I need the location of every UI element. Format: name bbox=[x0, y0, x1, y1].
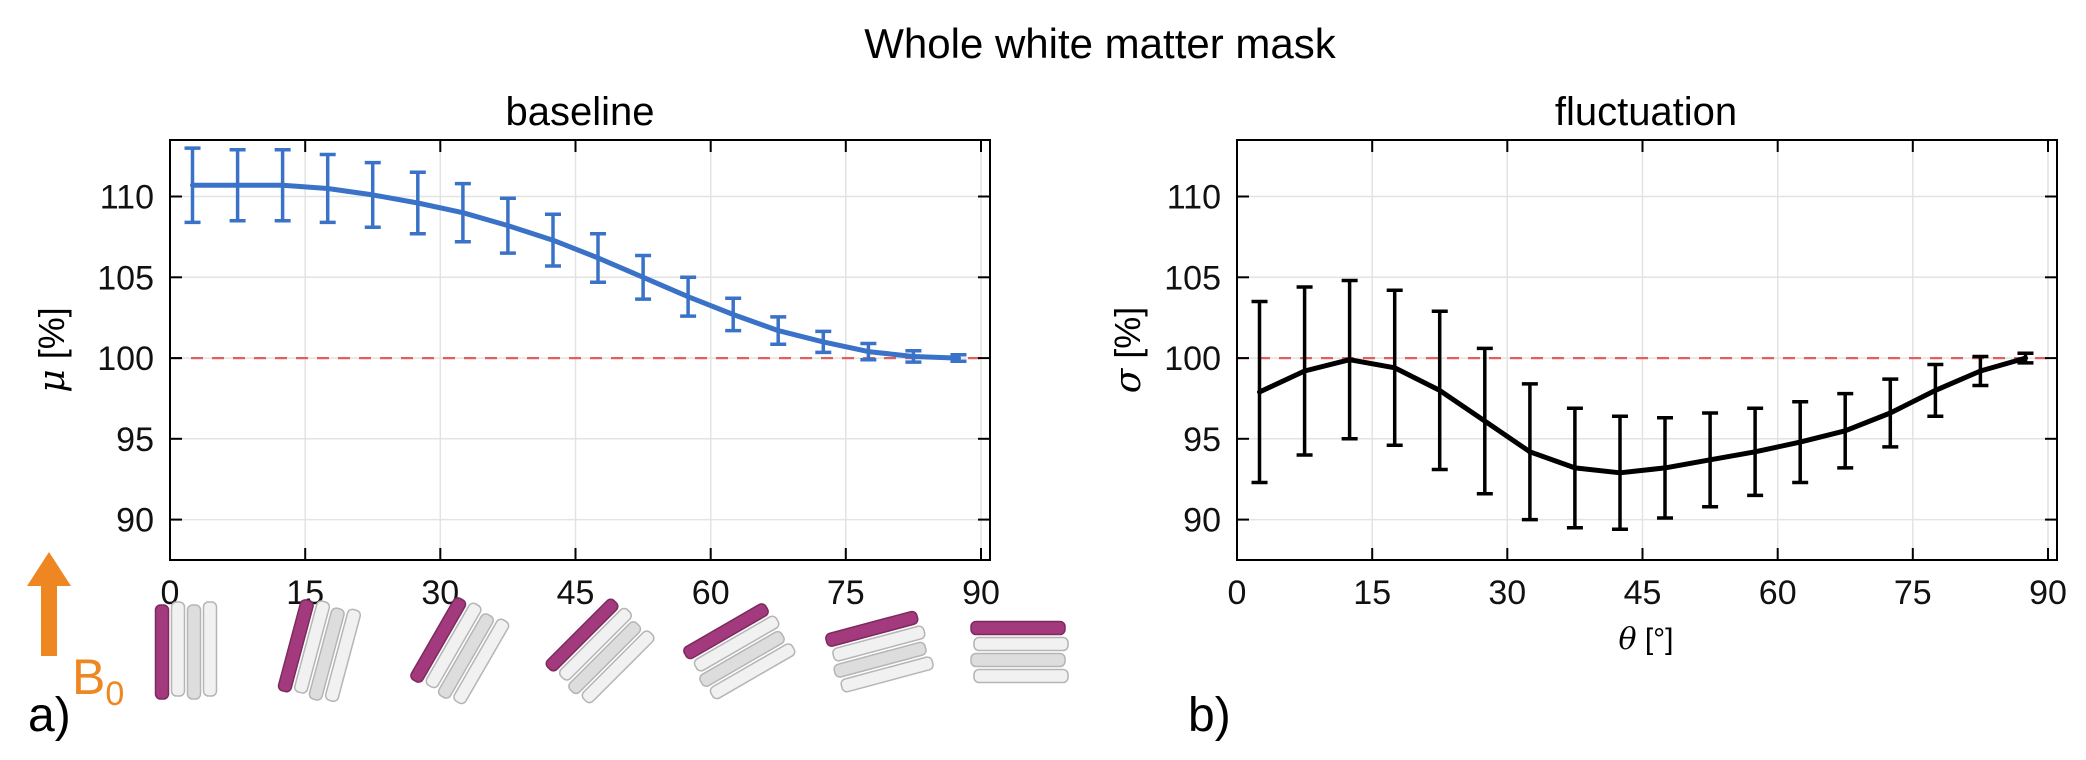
y-tick-label: 95 bbox=[1183, 421, 1221, 459]
fiber-sheet bbox=[154, 604, 170, 700]
axes-box bbox=[1236, 139, 2058, 561]
fiber-sheet bbox=[709, 643, 796, 700]
fiber-sheet bbox=[425, 602, 482, 689]
panel-b-xlabel-units: [°] bbox=[1636, 623, 1674, 656]
fluctuation-chart: 0 15 30 45 60 75 90 90 95 100 105 110 bbox=[1164, 139, 2067, 612]
fiber-sheet bbox=[558, 607, 632, 681]
panel-a-subtitle: baseline bbox=[505, 90, 655, 134]
y-tick-label: 105 bbox=[97, 259, 154, 297]
fiber-sheet bbox=[293, 600, 331, 694]
fiber-sheet bbox=[699, 630, 785, 687]
panel-a-label: a) bbox=[28, 689, 71, 742]
y-tick-label: 90 bbox=[1183, 502, 1221, 540]
fiber-icon-75deg bbox=[825, 610, 934, 693]
fiber-sheet bbox=[568, 621, 642, 695]
theta-symbol: θ bbox=[1618, 622, 1637, 657]
fiber-sheet bbox=[973, 636, 1069, 652]
fiber-icon-90deg bbox=[970, 620, 1069, 684]
x-tick-label: 45 bbox=[1624, 574, 1662, 612]
axes-box bbox=[169, 139, 991, 561]
fiber-sheet bbox=[970, 652, 1066, 668]
fiber-sheet bbox=[683, 603, 769, 660]
fiber-sheet bbox=[581, 630, 655, 704]
fiber-icon-0deg bbox=[154, 601, 218, 700]
fiber-sheet bbox=[324, 608, 362, 703]
fiber-icon-60deg bbox=[683, 603, 796, 700]
fiber-icon-45deg bbox=[545, 598, 655, 704]
fiber-orientation-icons bbox=[154, 597, 1069, 705]
y-tick-label: 95 bbox=[116, 421, 154, 459]
b0-up-arrow-icon bbox=[27, 552, 71, 656]
up-arrow-shape bbox=[27, 552, 71, 656]
y-tick-label: 110 bbox=[1167, 179, 1221, 217]
fiber-sheet bbox=[840, 656, 934, 693]
y-tick-label: 110 bbox=[100, 179, 154, 217]
x-tick-label: 30 bbox=[1488, 574, 1526, 612]
x-tick-label: 60 bbox=[1759, 574, 1797, 612]
fiber-sheet bbox=[973, 668, 1069, 684]
x-tick-label: 0 bbox=[1228, 574, 1247, 612]
fluctuation-series-line bbox=[1257, 355, 2028, 476]
fiber-sheet bbox=[277, 599, 314, 693]
fiber-sheet bbox=[545, 598, 619, 672]
fiber-sheet bbox=[170, 601, 186, 697]
y-tick-label: 90 bbox=[116, 502, 154, 540]
fiber-sheet bbox=[453, 618, 510, 705]
baseline-series-line bbox=[190, 182, 961, 361]
fiber-sheet bbox=[825, 610, 919, 647]
fiber-sheet bbox=[308, 607, 345, 701]
x-tick-label: 90 bbox=[962, 574, 1000, 612]
panel-b-label: b) bbox=[1188, 689, 1231, 742]
fiber-sheet bbox=[437, 613, 494, 699]
x-tick-label: 75 bbox=[827, 574, 865, 612]
x-tick-label: 75 bbox=[1894, 574, 1932, 612]
x-tick-label: 45 bbox=[557, 574, 595, 612]
x-tick-label: 90 bbox=[2029, 574, 2067, 612]
b0-subscript: 0 bbox=[105, 675, 125, 713]
fiber-sheet bbox=[186, 604, 202, 700]
y-tick-label: 105 bbox=[1164, 259, 1221, 297]
b0-field-label: B0 bbox=[72, 648, 124, 714]
panel-b-x-axis-label: θ [°] bbox=[1546, 622, 1746, 657]
fiber-sheet bbox=[202, 601, 218, 697]
fiber-sheet bbox=[693, 615, 780, 672]
figure-title: Whole white matter mask bbox=[864, 20, 1336, 67]
y-tick-label: 100 bbox=[1164, 340, 1221, 378]
fiber-sheet bbox=[970, 620, 1066, 636]
panel-b-subtitle: fluctuation bbox=[1554, 90, 1738, 134]
fiber-icon-30deg bbox=[410, 597, 510, 705]
x-tick-label: 60 bbox=[692, 574, 730, 612]
fiber-sheet bbox=[410, 597, 467, 683]
x-tick-label: 15 bbox=[1353, 574, 1391, 612]
fiber-sheet bbox=[832, 625, 926, 662]
b0-letter: B bbox=[72, 649, 106, 705]
fiber-icon-15deg bbox=[277, 599, 362, 703]
fiber-sheet bbox=[833, 641, 927, 678]
y-tick-label: 100 bbox=[97, 340, 154, 378]
